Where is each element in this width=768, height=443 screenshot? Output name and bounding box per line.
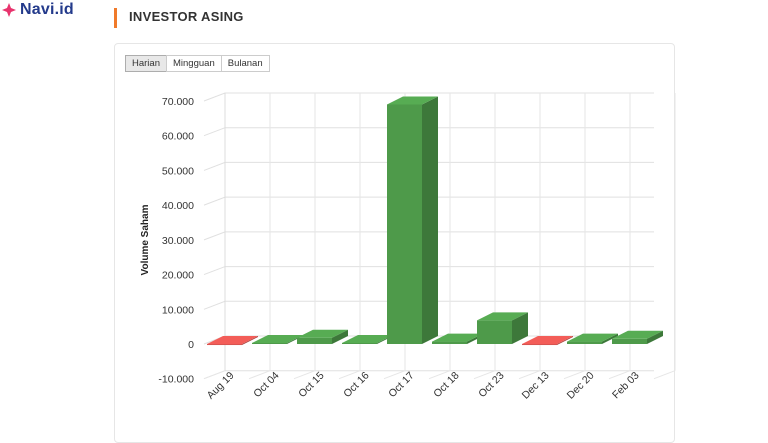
y-tick-label: 50.000 — [162, 165, 194, 177]
x-tick-label: Oct 04 — [251, 370, 281, 400]
navi-diamond-icon — [2, 3, 16, 17]
floor-gridline — [608, 370, 631, 380]
x-tick-label: Aug 19 — [205, 370, 237, 402]
chart-bar[interactable] — [522, 336, 573, 346]
x-tick-label: Oct 23 — [476, 370, 506, 400]
floor-gridline — [338, 370, 361, 380]
period-tabs: Harian Mingguan Bulanan — [125, 55, 270, 72]
y-axis-ticks: -10.000 0 10.000 20.000 30.000 40.000 50.000 60… — [158, 96, 194, 386]
x-tick-label: Oct 16 — [341, 370, 371, 400]
chart-bar[interactable] — [567, 333, 618, 344]
chart-bar[interactable] — [207, 336, 258, 346]
floor-gridline — [653, 370, 676, 380]
y-tick-label: 20.000 — [162, 270, 194, 282]
y-tick-label: 40.000 — [162, 200, 194, 212]
volume-chart: -10.000 0 10.000 20.000 30.000 40.000 50.000 60… — [140, 92, 676, 402]
tab-harian[interactable]: Harian — [125, 55, 167, 72]
x-tick-label: Oct 18 — [431, 370, 461, 400]
chart-bars — [207, 96, 663, 346]
chart-bar[interactable] — [612, 330, 663, 344]
floor-gridline — [518, 370, 541, 380]
section-accent-bar — [114, 8, 117, 28]
y-tick-label: 60.000 — [162, 131, 194, 143]
floor-gridline — [203, 370, 226, 380]
brand-name: Navi.id — [20, 1, 74, 18]
floor-gridline — [248, 370, 271, 380]
y-tick-label: 30.000 — [162, 235, 194, 247]
logo[interactable]: Navi.id — [2, 1, 74, 19]
y-tick-label: 0 — [188, 339, 194, 351]
floor-gridline — [563, 370, 586, 380]
floor-gridline — [293, 370, 316, 380]
section-title: INVESTOR ASING — [129, 9, 244, 24]
x-tick-label: Oct 15 — [296, 370, 326, 400]
chart-bar[interactable] — [432, 333, 483, 344]
floor-gridline — [383, 370, 406, 380]
x-tick-label: Dec 20 — [565, 370, 597, 402]
x-tick-label: Oct 17 — [386, 370, 416, 400]
y-tick-label: 10.000 — [162, 304, 194, 316]
chart-bar[interactable] — [297, 329, 348, 344]
floor-gridline — [473, 370, 496, 380]
y-axis-label: Volume Saham — [140, 204, 151, 275]
floor-gridline — [428, 370, 451, 380]
tab-bulanan[interactable]: Bulanan — [220, 55, 270, 72]
chart-bar[interactable] — [477, 312, 528, 344]
y-tick-label: -10.000 — [158, 374, 194, 386]
y-tick-label: 70.000 — [162, 96, 194, 108]
chart-bar[interactable] — [387, 96, 438, 344]
x-tick-label: Feb 03 — [610, 370, 642, 402]
x-tick-label: Dec 13 — [520, 370, 552, 402]
